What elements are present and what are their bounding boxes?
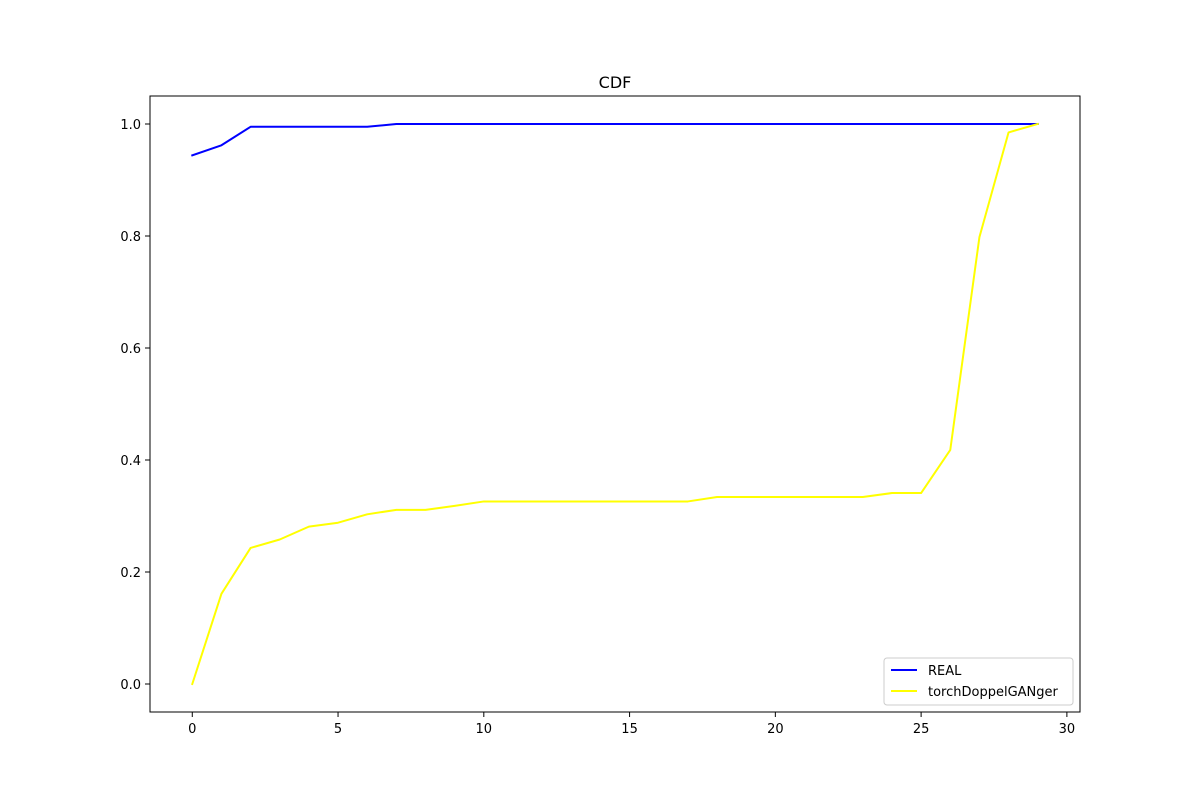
x-tick-label: 30 [1059,722,1076,737]
x-tick-label: 10 [476,722,493,737]
axes-layer: 0 5 10 15 20 25 30 0.0 0.2 0.4 0.6 0.8 1.0 [120,95,1081,737]
legend-box [883,657,1074,706]
y-tick-label: 0.2 [120,566,141,581]
plot-area [150,96,1080,712]
y-tick-label: 0.8 [120,230,141,245]
x-tick-label: 0 [188,722,196,737]
legend-label-real: REAL [928,664,962,679]
y-tick-label: 0.6 [120,342,141,357]
chart-title: CDF [599,73,632,92]
y-tick-label: 0.4 [120,454,141,469]
plot-background [150,96,1080,712]
x-tick-label: 5 [334,722,342,737]
x-tick-label: 15 [621,722,638,737]
legend-label-torchdoppelganger: torchDoppelGANger [928,685,1059,700]
x-tick-label: 20 [767,722,784,737]
axes-frame [149,95,1081,713]
y-tick-label: 1.0 [120,118,141,133]
series-layer [190,122,1039,686]
series-line-torchdoppelganger [191,122,1039,686]
y-tick-label: 0.0 [120,678,141,693]
x-tick-label: 25 [913,722,930,737]
series-line-real [190,123,1039,157]
legend: REAL torchDoppelGANger [883,657,1074,706]
